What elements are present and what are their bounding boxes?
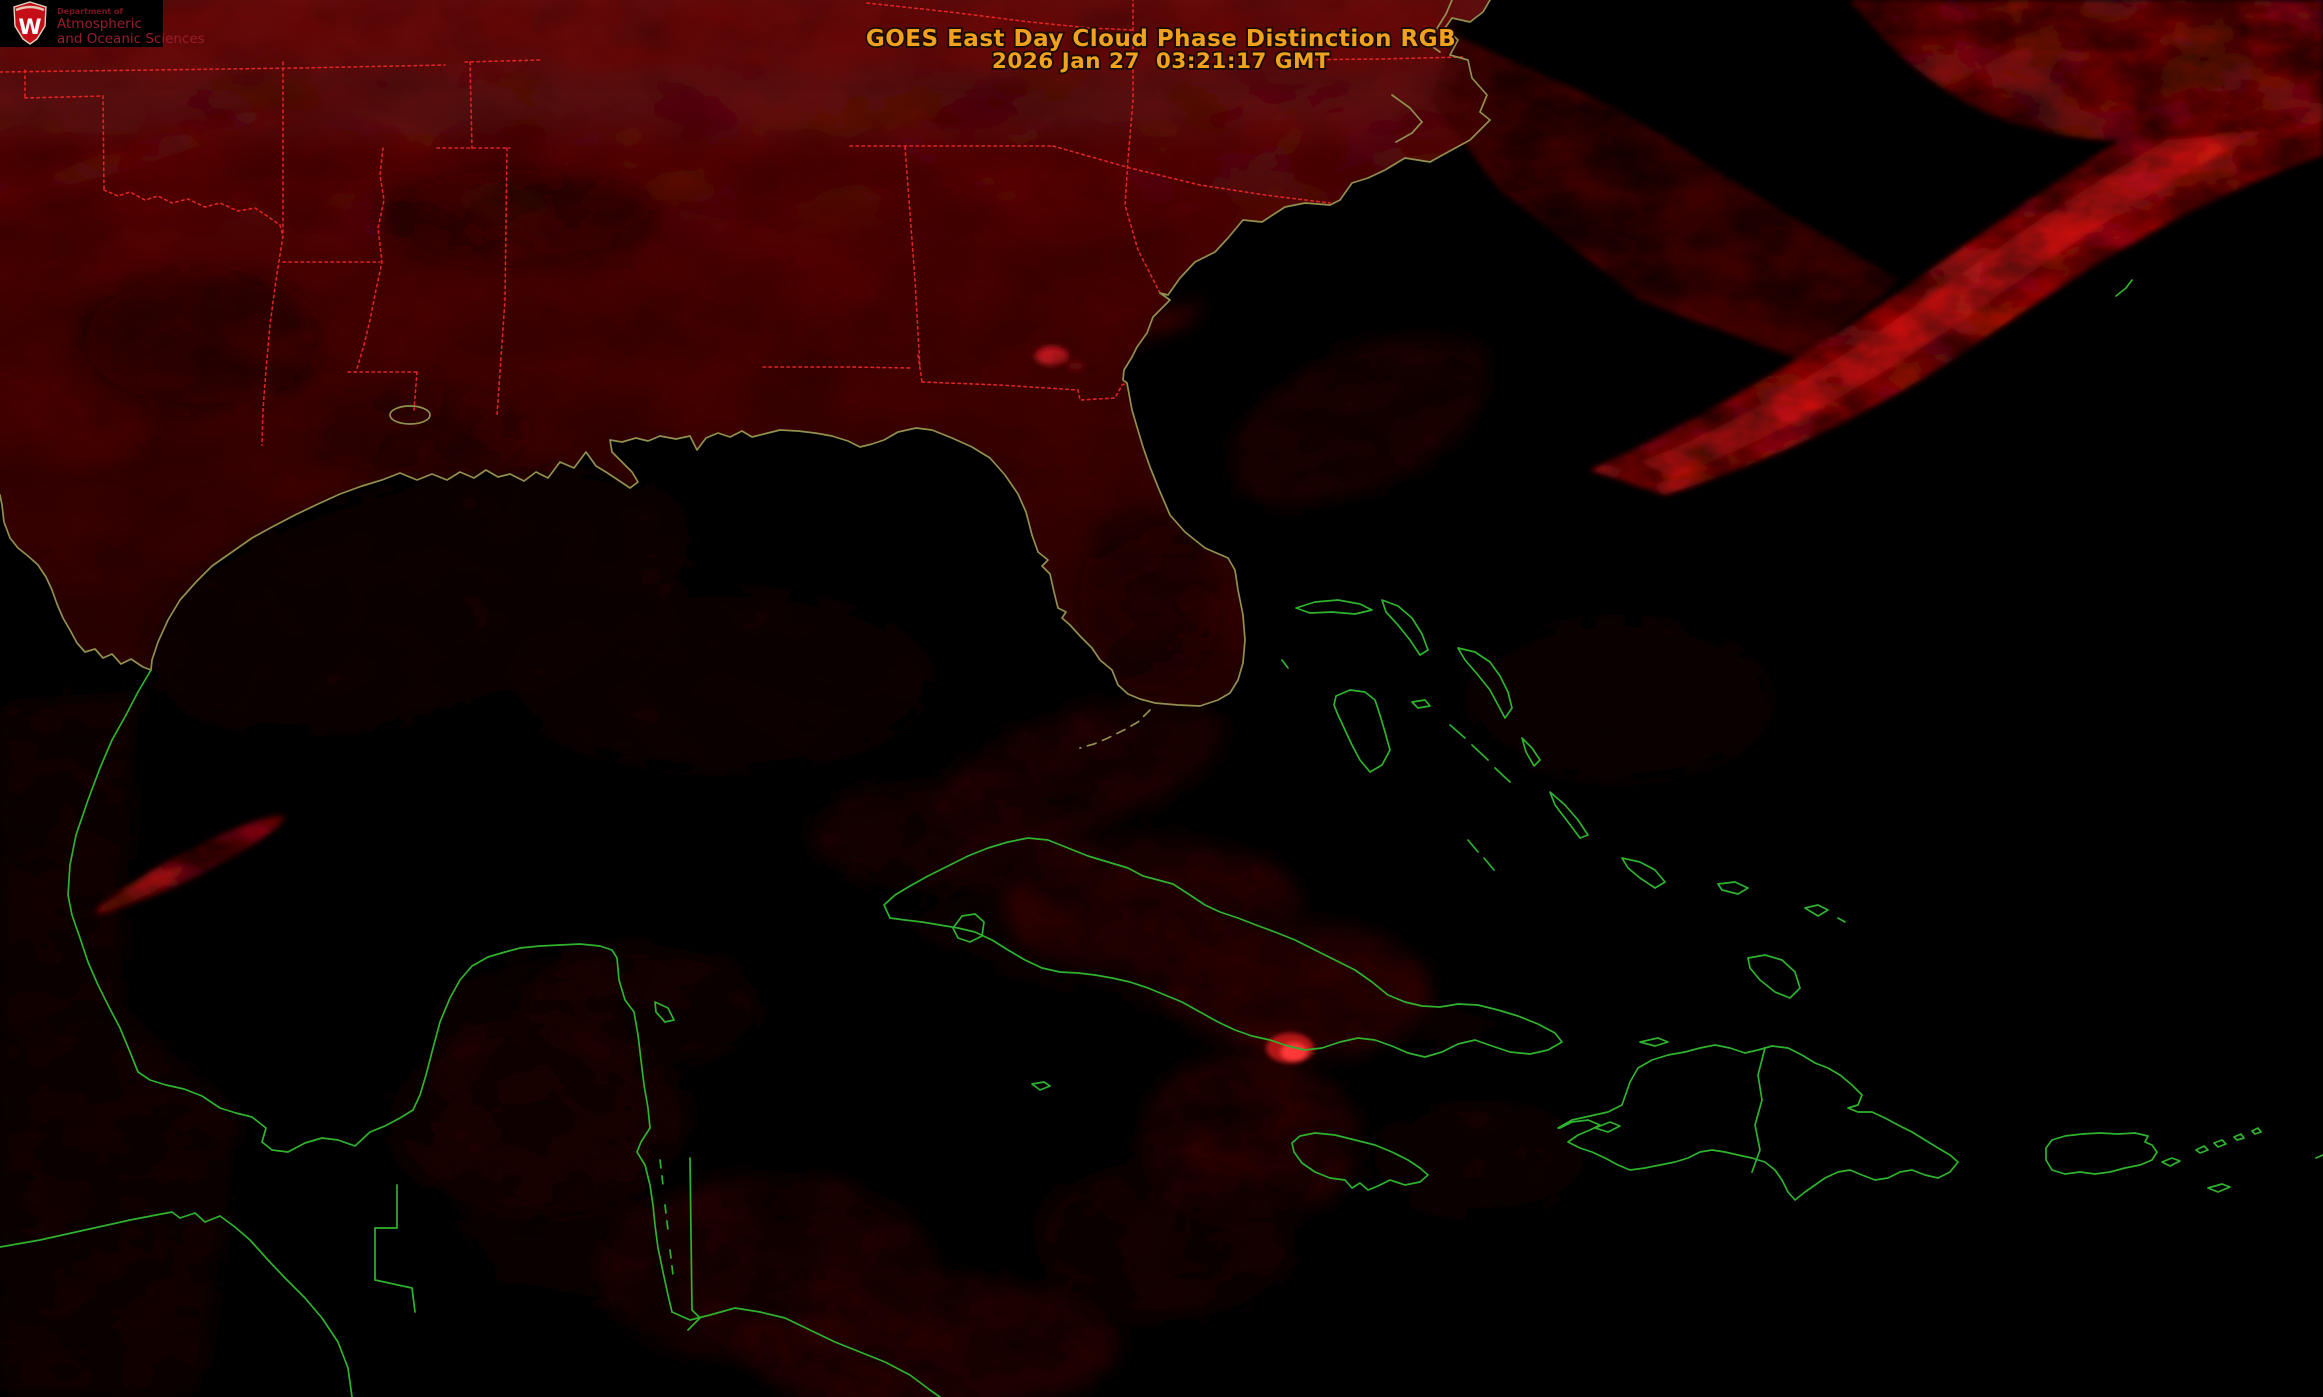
honduras-coast — [671, 1307, 941, 1397]
bright-cloud-cuba — [1266, 1033, 1314, 1063]
cayman-islands — [1031, 1081, 1051, 1091]
st-croix-island — [2207, 1183, 2231, 1193]
us-landmass — [0, 0, 1490, 706]
virgin-islands — [2195, 1127, 2262, 1154]
mexico-gulf-coast — [67, 669, 673, 1313]
crest-letter: W — [18, 15, 41, 39]
rio-grande-border — [0, 494, 152, 671]
image-title-block: GOES East Day Cloud Phase Distinction RG… — [864, 24, 1457, 76]
land-cirrus-wisps — [0, 0, 1450, 470]
atlantic-cloud-streaks — [1430, 35, 1900, 360]
cloud-blob-georgia-coast — [1035, 347, 1069, 365]
international-coastline — [0, 279, 2323, 1397]
cloud-blob-georgia-coast-2 — [1067, 361, 1085, 371]
jet-cirrus-band-core — [1640, 62, 2323, 478]
uw-crest-icon: W — [13, 1, 47, 45]
bermuda-island — [2115, 279, 2133, 297]
image-title: GOES East Day Cloud Phase Distinction RG… — [866, 26, 1456, 52]
dim-cloud-patches — [146, 302, 1770, 1397]
tampico-cirrus-core — [97, 867, 183, 913]
anguilla-edge — [2315, 1154, 2323, 1159]
jet-cirrus-band — [1590, 30, 2323, 495]
us-coastline — [0, 0, 1491, 749]
cozumel-island — [654, 1001, 675, 1023]
bahamas-islands — [1281, 599, 1846, 999]
topright-cloud-mass — [1850, 0, 2323, 141]
jamaica-coast — [1291, 1132, 1429, 1191]
belize-cayes — [659, 1159, 674, 1276]
chesapeake-detail — [1391, 0, 1453, 143]
cuba-coast — [883, 837, 1563, 1058]
uw-aos-logo: W Department of Atmospheric and Oceanic … — [0, 0, 205, 47]
logo-department: Department of — [57, 7, 124, 16]
bright-cloud-structures — [97, 0, 2323, 913]
logo-org-line2: and Oceanic Sciences — [57, 31, 205, 47]
mexico-guatemala-border — [374, 1184, 416, 1313]
puerto-rico-coast — [2045, 1132, 2158, 1175]
land-dark-patches — [80, 170, 1220, 690]
gonave-island — [1594, 1121, 1621, 1133]
pacific-coast — [0, 1211, 353, 1397]
logo-org-line1: Atmospheric — [57, 16, 142, 32]
isla-juventud — [952, 913, 985, 943]
tortuga-island — [1639, 1037, 1669, 1047]
lake-pontchartrain — [389, 405, 431, 425]
florida-keys — [1079, 709, 1151, 749]
vieques-island — [2161, 1157, 2181, 1167]
state-borders — [0, 0, 1464, 446]
haiti-dr-border — [1751, 1047, 1766, 1173]
image-timestamp: 2026 Jan 27 03:21:17 GMT — [992, 49, 1330, 74]
hispaniola-coast — [1557, 1044, 1959, 1201]
